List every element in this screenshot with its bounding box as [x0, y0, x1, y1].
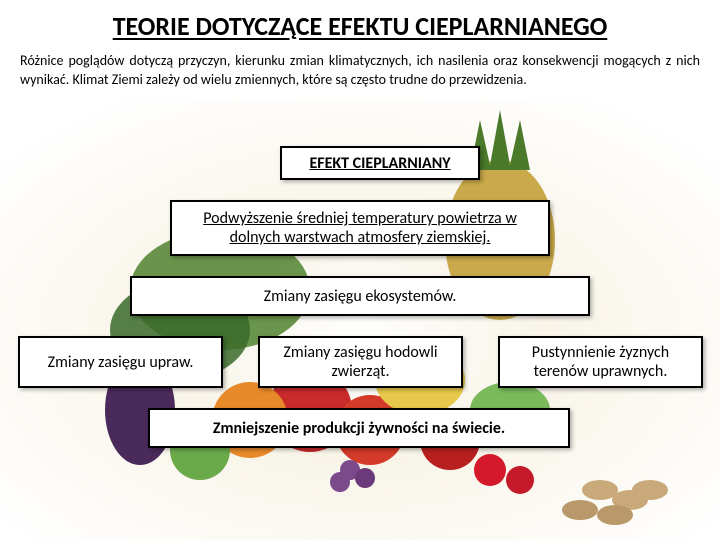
box-efekt-cieplarniany: EFEKT CIEPLARNIANY [280, 146, 480, 180]
page-title: TEORIE DOTYCZĄCE EFEKTU CIEPLARNIANEGO [0, 0, 720, 46]
box-podwyzszenie: Podwyższenie średniej temperatury powiet… [170, 200, 550, 256]
box-pustynnienie: Pustynnienie żyznych terenów uprawnych. [498, 336, 703, 388]
box-ekosystemy: Zmiany zasięgu ekosystemów. [130, 276, 590, 316]
box-hodowla: Zmiany zasięgu hodowli zwierząt. [258, 336, 463, 388]
box-zywnosc: Zmniejszenie produkcji żywności na świec… [148, 408, 570, 448]
box-uprawy: Zmiany zasięgu upraw. [18, 336, 223, 388]
intro-text: Różnice poglądów dotyczą przyczyn, kieru… [0, 46, 720, 90]
